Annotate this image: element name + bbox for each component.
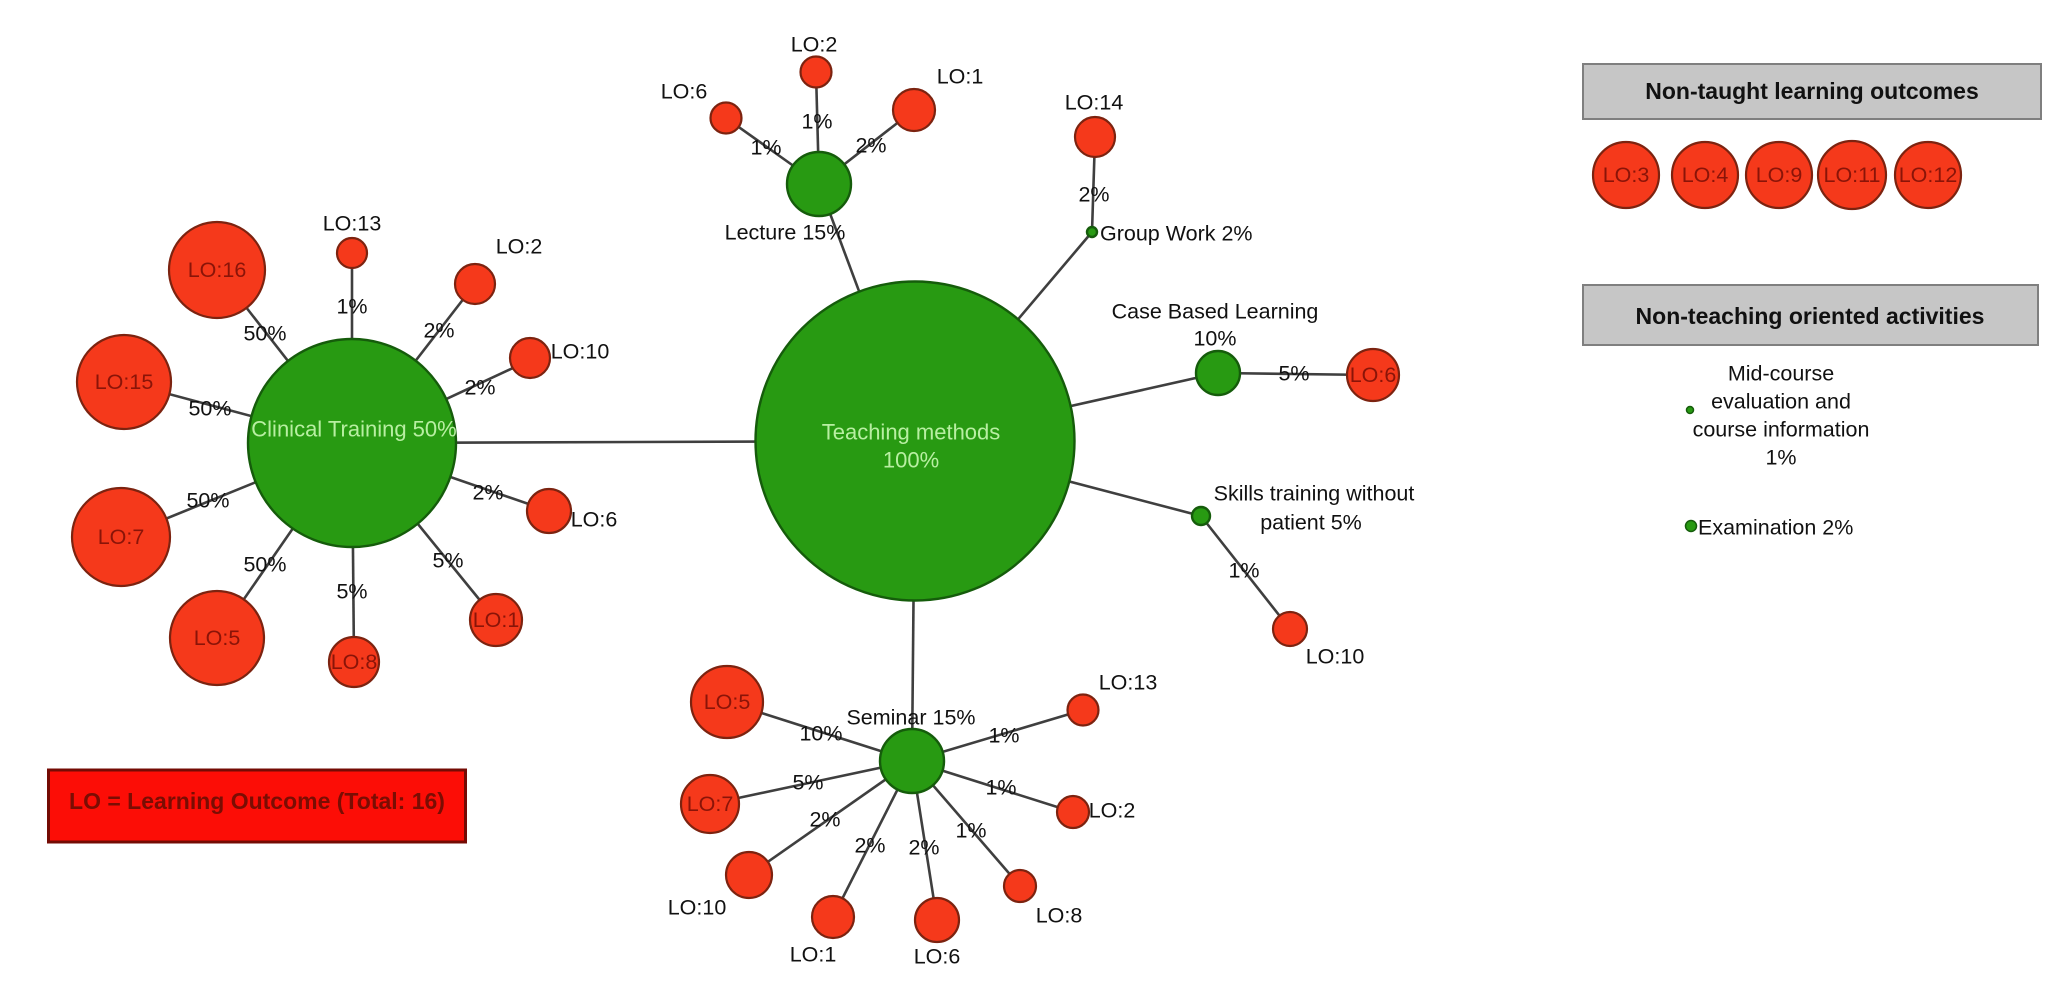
svg-text:LO:6: LO:6 (914, 945, 961, 969)
svg-text:50%: 50% (188, 397, 231, 421)
svg-text:Clinical Training 50%: Clinical Training 50% (251, 417, 456, 442)
svg-text:evaluation and: evaluation and (1711, 390, 1851, 414)
svg-text:LO:10: LO:10 (1306, 645, 1365, 669)
svg-text:LO:6: LO:6 (571, 508, 618, 532)
svg-text:Group Work 2%: Group Work 2% (1100, 222, 1253, 246)
svg-text:10%: 10% (1193, 327, 1236, 351)
svg-text:LO:10: LO:10 (551, 340, 610, 364)
svg-text:LO:1: LO:1 (473, 608, 520, 632)
svg-text:1%: 1% (1765, 446, 1796, 470)
svg-text:5%: 5% (1278, 362, 1309, 386)
svg-text:LO:1: LO:1 (790, 943, 837, 967)
svg-text:LO:2: LO:2 (791, 33, 838, 57)
svg-text:LO:1: LO:1 (937, 65, 984, 89)
svg-text:LO:14: LO:14 (1065, 91, 1124, 115)
svg-text:LO:8: LO:8 (1036, 904, 1083, 928)
svg-text:5%: 5% (432, 549, 463, 573)
svg-text:Examination 2%: Examination 2% (1698, 516, 1853, 540)
svg-text:Lecture 15%: Lecture 15% (725, 221, 846, 245)
svg-text:1%: 1% (955, 819, 986, 843)
svg-text:LO:12: LO:12 (1899, 163, 1958, 187)
svg-text:LO:5: LO:5 (194, 626, 241, 650)
svg-text:LO:7: LO:7 (687, 792, 734, 816)
svg-text:Case Based Learning: Case Based Learning (1112, 300, 1319, 324)
svg-text:LO:10: LO:10 (668, 896, 727, 920)
svg-text:50%: 50% (243, 322, 286, 346)
svg-text:LO:2: LO:2 (496, 235, 543, 259)
svg-text:2%: 2% (472, 481, 503, 505)
svg-text:LO:6: LO:6 (1350, 363, 1397, 387)
svg-text:2%: 2% (854, 834, 885, 858)
svg-text:LO:5: LO:5 (704, 690, 751, 714)
svg-text:50%: 50% (243, 553, 286, 577)
svg-text:LO = Learning Outcome (Total:: LO = Learning Outcome (Total: 16) (69, 788, 445, 814)
svg-text:LO:6: LO:6 (661, 80, 708, 104)
svg-text:1%: 1% (336, 295, 367, 319)
svg-text:LO:9: LO:9 (1756, 163, 1803, 187)
svg-text:LO:7: LO:7 (98, 525, 145, 549)
svg-text:2%: 2% (809, 808, 840, 832)
svg-text:Skills training without: Skills training without (1214, 482, 1415, 506)
svg-text:LO:3: LO:3 (1603, 163, 1650, 187)
svg-text:course information: course information (1693, 418, 1870, 442)
svg-text:1%: 1% (750, 136, 781, 160)
svg-text:2%: 2% (855, 134, 886, 158)
svg-text:1%: 1% (988, 724, 1019, 748)
svg-text:2%: 2% (423, 319, 454, 343)
svg-text:1%: 1% (985, 776, 1016, 800)
svg-text:patient 5%: patient 5% (1260, 511, 1362, 535)
svg-text:Non-taught learning outcomes: Non-taught learning outcomes (1645, 78, 1979, 104)
svg-text:5%: 5% (336, 580, 367, 604)
svg-text:100%: 100% (883, 448, 939, 473)
svg-text:Non-teaching oriented activiti: Non-teaching oriented activities (1636, 303, 1985, 329)
svg-text:LO:11: LO:11 (1824, 163, 1881, 187)
svg-text:2%: 2% (464, 376, 495, 400)
svg-text:10%: 10% (799, 722, 842, 746)
svg-text:1%: 1% (801, 110, 832, 134)
svg-text:2%: 2% (908, 836, 939, 860)
svg-text:5%: 5% (792, 771, 823, 795)
svg-text:LO:2: LO:2 (1089, 799, 1136, 823)
svg-text:LO:4: LO:4 (1682, 163, 1729, 187)
svg-text:50%: 50% (186, 489, 229, 513)
svg-text:LO:8: LO:8 (331, 650, 378, 674)
svg-text:LO:16: LO:16 (188, 258, 247, 282)
svg-text:Mid-course: Mid-course (1728, 362, 1834, 386)
svg-text:Seminar 15%: Seminar 15% (846, 706, 975, 730)
svg-text:1%: 1% (1228, 559, 1259, 583)
svg-text:LO:13: LO:13 (1099, 671, 1158, 695)
svg-text:Teaching methods: Teaching methods (822, 420, 1001, 445)
svg-text:2%: 2% (1078, 183, 1109, 207)
svg-text:LO:15: LO:15 (95, 370, 154, 394)
svg-text:LO:13: LO:13 (323, 212, 382, 236)
